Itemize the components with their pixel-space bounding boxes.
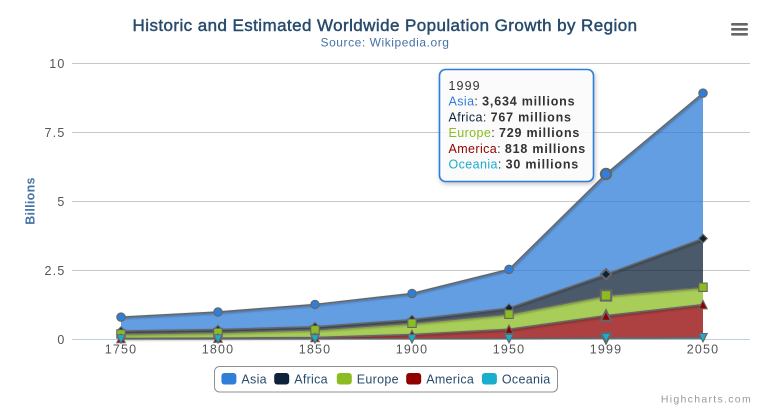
svg-text:America: 818 millions: America: 818 millions	[449, 142, 587, 156]
svg-text:1999: 1999	[590, 343, 623, 357]
svg-text:Oceania: 30 millions: Oceania: 30 millions	[449, 158, 580, 172]
svg-text:1950: 1950	[493, 343, 526, 357]
svg-text:10: 10	[49, 57, 65, 71]
svg-text:Source: Wikipedia.org: Source: Wikipedia.org	[321, 36, 450, 50]
svg-text:Asia: Asia	[241, 372, 267, 386]
svg-text:Historic and Estimated Worldwi: Historic and Estimated Worldwide Populat…	[133, 16, 638, 35]
svg-text:Highcharts.com: Highcharts.com	[661, 394, 752, 406]
svg-text:2050: 2050	[687, 343, 720, 357]
svg-text:Asia: 3,634 millions: Asia: 3,634 millions	[449, 95, 576, 109]
svg-text:0: 0	[57, 333, 65, 347]
svg-text:Africa: Africa	[294, 372, 328, 386]
svg-text:Europe: Europe	[357, 372, 399, 386]
svg-text:1850: 1850	[299, 343, 332, 357]
svg-text:1750: 1750	[105, 343, 138, 357]
svg-text:Billions: Billions	[24, 177, 38, 225]
svg-text:1999: 1999	[449, 79, 481, 93]
svg-text:2.5: 2.5	[45, 264, 66, 278]
svg-text:Europe: 729 millions: Europe: 729 millions	[449, 126, 581, 140]
svg-text:7.5: 7.5	[45, 126, 66, 140]
svg-text:Africa: 767 millions: Africa: 767 millions	[449, 110, 572, 124]
svg-text:America: America	[426, 372, 474, 386]
svg-text:5: 5	[57, 195, 65, 209]
svg-text:1800: 1800	[202, 343, 235, 357]
svg-text:1900: 1900	[396, 343, 429, 357]
svg-text:Oceania: Oceania	[502, 372, 551, 386]
